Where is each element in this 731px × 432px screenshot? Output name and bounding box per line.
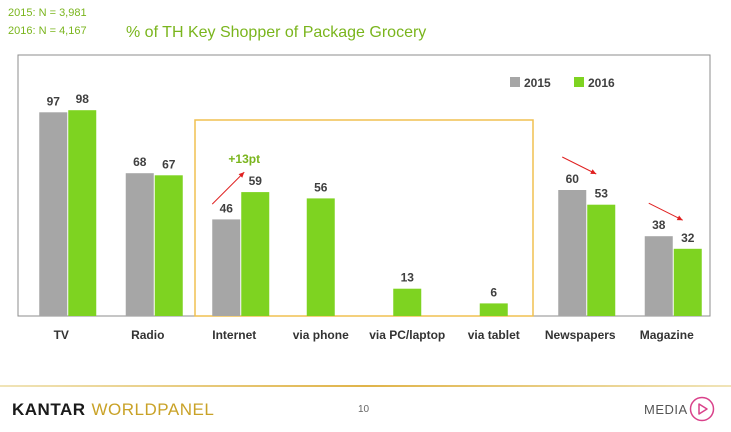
value-label-2016-3: 56 (314, 180, 328, 194)
value-label-2016-7: 32 (681, 231, 695, 245)
value-label-2016-4: 13 (401, 271, 415, 285)
page-number: 10 (358, 404, 370, 415)
chart-title: % of TH Key Shopper of Package Grocery (126, 24, 427, 41)
bar-2015-7 (644, 236, 673, 316)
legend-swatch-2016 (574, 77, 584, 87)
bar-2016-4 (393, 288, 422, 316)
logo-worldpanel: WORLDPANEL (91, 400, 215, 419)
value-label-2015-2: 46 (220, 201, 234, 215)
kantar-worldpanel-logo: KANTAR WORLDPANEL (12, 400, 214, 420)
bar-2016-7 (673, 248, 702, 316)
value-label-2015-6: 60 (566, 172, 580, 186)
value-label-2016-5: 6 (490, 285, 497, 299)
legend-swatch-2015 (510, 77, 520, 87)
legend-label-2015: 2015 (524, 76, 551, 90)
sample-size-2016: 2016: N = 4,167 (8, 25, 87, 37)
value-label-2015-7: 38 (652, 218, 666, 232)
annotation-label-2: +13pt (228, 152, 260, 166)
value-label-2016-2: 59 (249, 174, 263, 188)
bar-2015-0 (39, 112, 68, 316)
category-label-6: Newspapers (545, 328, 616, 342)
online-highlight-box (194, 119, 534, 317)
bar-2016-3 (306, 198, 335, 316)
bar-2016-0 (68, 110, 97, 316)
category-label-2: Internet (212, 328, 256, 342)
category-label-3: via phone (293, 328, 349, 342)
sample-size-note: 2015: N = 3,981 2016: N = 4,167 (8, 4, 87, 40)
category-label-4: via PC/laptop (369, 328, 445, 342)
category-label-7: Magazine (640, 328, 694, 342)
legend-label-2016: 2016 (588, 76, 615, 90)
value-label-2016-0: 98 (76, 92, 90, 106)
value-label-2016-1: 67 (162, 157, 176, 171)
category-label-0: TV (54, 328, 69, 342)
bar-2016-1 (154, 175, 183, 316)
media-label: MEDIA (644, 402, 688, 417)
annotation-arrow-down-7 (648, 202, 683, 221)
annotation-arrow-down-7-head (676, 215, 683, 221)
value-label-2016-6: 53 (595, 187, 609, 201)
annotation-arrow-down-6 (562, 156, 597, 175)
sample-size-2015: 2015: N = 3,981 (8, 7, 87, 19)
annotation-arrow-up-2-head (238, 172, 245, 178)
bar-chart: 97 98 TV 68 67 Radio 46 59 Internet 56 via phone 13… (17, 54, 711, 342)
footer-divider (0, 385, 731, 387)
bar-2016-6 (587, 204, 616, 316)
bar-2015-1 (125, 173, 154, 316)
annotation-arrow-down-6-head (590, 169, 597, 174)
bar-2016-2 (241, 192, 270, 316)
category-label-5: via tablet (468, 328, 520, 342)
category-label-1: Radio (131, 328, 164, 342)
play-circle-icon (689, 396, 715, 422)
bar-2015-2 (212, 219, 241, 316)
value-label-2015-1: 68 (133, 155, 147, 169)
bar-2016-5 (479, 303, 508, 316)
logo-kantar: KANTAR (12, 400, 86, 419)
value-label-2015-0: 97 (47, 94, 61, 108)
annotation-arrow-up-2 (211, 171, 245, 205)
bar-2015-6 (558, 190, 587, 316)
